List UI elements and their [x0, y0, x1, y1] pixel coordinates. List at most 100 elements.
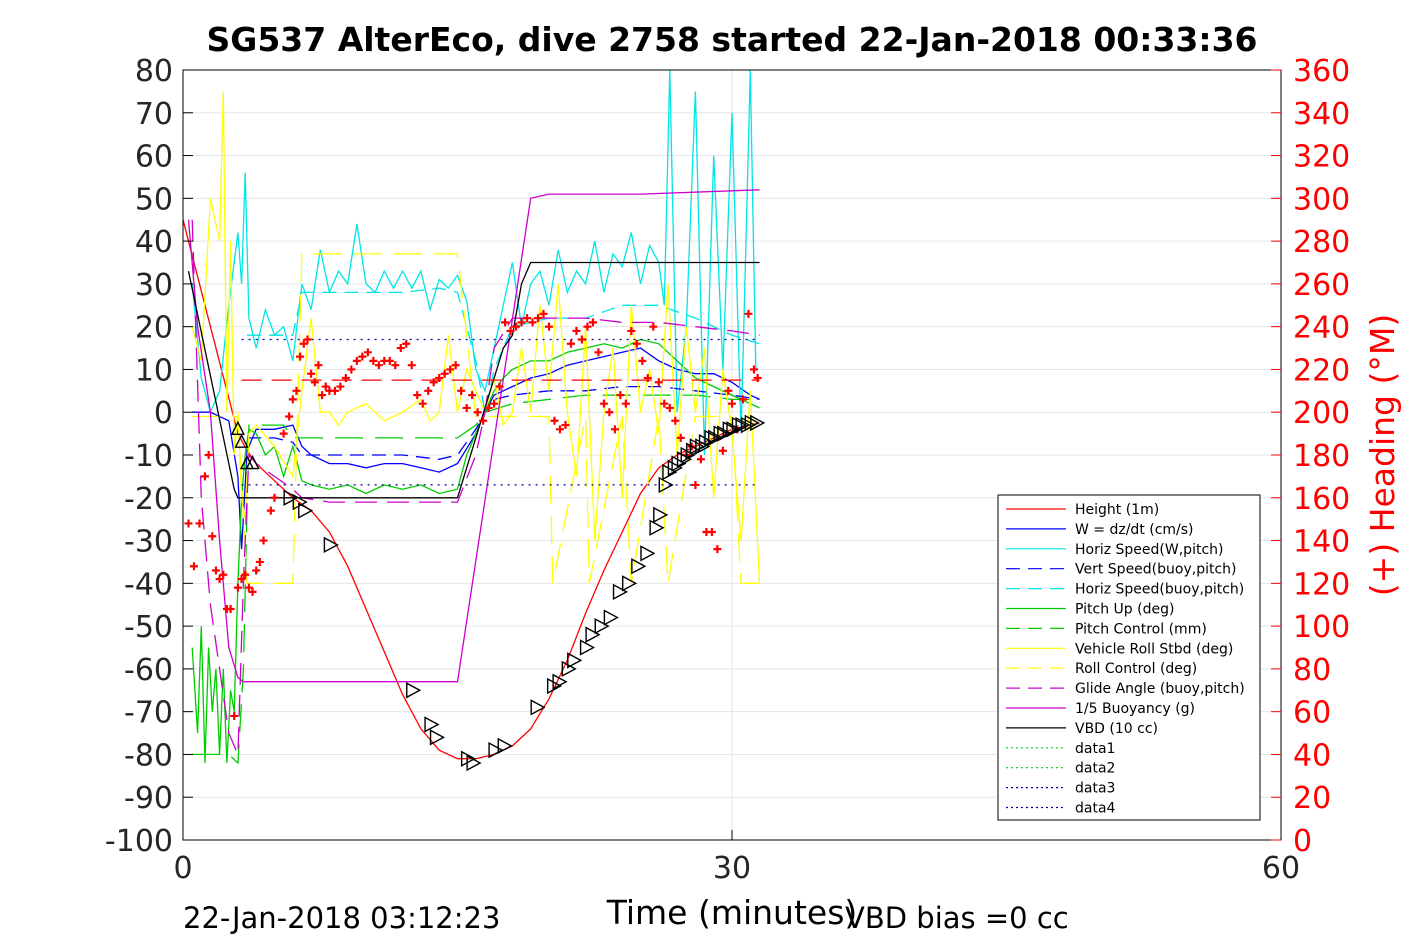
heading-point — [738, 395, 747, 404]
depth-marker — [323, 536, 339, 554]
left-tick-label: -100 — [105, 824, 173, 859]
heading-point — [318, 391, 327, 400]
depth-marker — [708, 429, 724, 447]
heading-point — [237, 575, 246, 584]
heading-point — [753, 374, 762, 382]
left-tick-label: -50 — [124, 610, 173, 645]
depth-marker — [621, 575, 638, 592]
legend-label: Height (1m) — [1075, 502, 1159, 518]
heading-point — [184, 519, 193, 528]
right-tick-label: 160 — [1293, 482, 1350, 517]
heading-point — [671, 416, 680, 425]
depth-marker — [488, 741, 504, 759]
heading-point — [654, 378, 663, 387]
left-tick-label: 50 — [135, 182, 173, 217]
left-tick-label: -10 — [124, 439, 173, 474]
heading-point — [707, 528, 716, 536]
heading-point — [440, 369, 449, 378]
heading-point — [676, 433, 685, 442]
heading-point — [321, 382, 330, 391]
depth-markers — [230, 414, 766, 772]
right-tick-label: 40 — [1293, 738, 1331, 773]
depth-marker — [744, 414, 760, 432]
heading-point — [314, 361, 323, 370]
heading-point — [457, 386, 466, 395]
left-tick-label: 10 — [135, 353, 173, 388]
depth-marker — [546, 677, 563, 695]
depth-marker — [612, 583, 629, 601]
depth-marker — [658, 476, 674, 494]
left-tick-label: 20 — [135, 311, 173, 346]
legend-label: data1 — [1075, 741, 1115, 757]
heading-point — [244, 583, 253, 592]
heading-point — [616, 391, 625, 400]
series-glide — [191, 219, 760, 755]
series-buoyancy — [187, 189, 760, 683]
left-tick-label: 40 — [135, 225, 173, 260]
heading-point — [744, 309, 753, 318]
heading-point — [495, 382, 504, 391]
legend-label: Horiz Speed(W,pitch) — [1075, 542, 1223, 558]
footer-vbd-bias: VBD bias =0 cc — [845, 901, 1069, 935]
heading-point — [252, 566, 261, 575]
depth-marker — [292, 493, 308, 511]
depth-marker — [552, 673, 568, 690]
depth-marker — [640, 545, 656, 562]
heading-point — [369, 356, 378, 365]
heading-point — [728, 399, 736, 408]
heading-point — [241, 570, 250, 579]
depth-marker — [406, 682, 422, 699]
left-tick-label: 0 — [154, 396, 173, 431]
heading-point — [303, 335, 312, 344]
left-tick-label: 30 — [135, 268, 173, 303]
depth-marker — [676, 451, 693, 468]
legend-label: Vehicle Roll Stbd (deg) — [1075, 641, 1233, 657]
heading-point — [599, 399, 608, 408]
series-vbd — [187, 261, 760, 499]
left-tick-label: -70 — [124, 696, 173, 731]
heading-point — [396, 344, 405, 353]
legend-label: Roll Control (deg) — [1075, 661, 1197, 677]
heading-point — [660, 399, 669, 408]
heading-point — [200, 472, 209, 481]
series-w — [192, 347, 760, 550]
heading-point — [528, 318, 537, 327]
heading-point — [435, 374, 444, 382]
left-tick-label: 60 — [135, 140, 173, 175]
heading-point — [550, 416, 559, 425]
heading-point — [336, 382, 345, 391]
heading-point — [385, 356, 394, 365]
heading-point — [649, 322, 658, 331]
right-axis-label: (+) Heading (°M) — [1363, 314, 1402, 596]
heading-point — [517, 318, 526, 327]
depth-marker — [603, 609, 619, 626]
right-tick-label: 60 — [1293, 696, 1331, 731]
depth-marker — [460, 750, 477, 767]
heading-point — [566, 339, 575, 348]
right-tick-label: 260 — [1293, 268, 1350, 303]
heading-point — [307, 369, 316, 378]
right-tick-label: 300 — [1293, 182, 1350, 217]
heading-point — [484, 403, 493, 412]
left-tick-label: 80 — [135, 54, 173, 89]
heading-point — [219, 570, 228, 579]
depth-marker — [686, 442, 702, 459]
left-tick-label: -80 — [124, 738, 173, 773]
heading-point — [555, 425, 564, 434]
heading-points — [184, 309, 762, 720]
depth-marker — [680, 446, 696, 464]
heading-point — [189, 562, 198, 571]
series-horiz — [191, 69, 757, 456]
x-axis-label: Time (minutes) — [606, 893, 858, 932]
depth-marker — [631, 558, 647, 575]
bottom-tick-label: 60 — [1262, 851, 1300, 886]
right-tick-label: 340 — [1293, 97, 1350, 132]
depth-marker — [713, 425, 729, 442]
depth-marker — [424, 716, 440, 733]
legend-label: VBD (10 cc) — [1075, 721, 1158, 737]
heading-point — [204, 451, 213, 459]
heading-point — [352, 356, 361, 365]
heading-point — [424, 386, 433, 395]
depth-marker — [429, 729, 446, 746]
legend: Height (1m) W = dz/dt (cm/s) Horiz Speed(W… — [997, 494, 1261, 821]
